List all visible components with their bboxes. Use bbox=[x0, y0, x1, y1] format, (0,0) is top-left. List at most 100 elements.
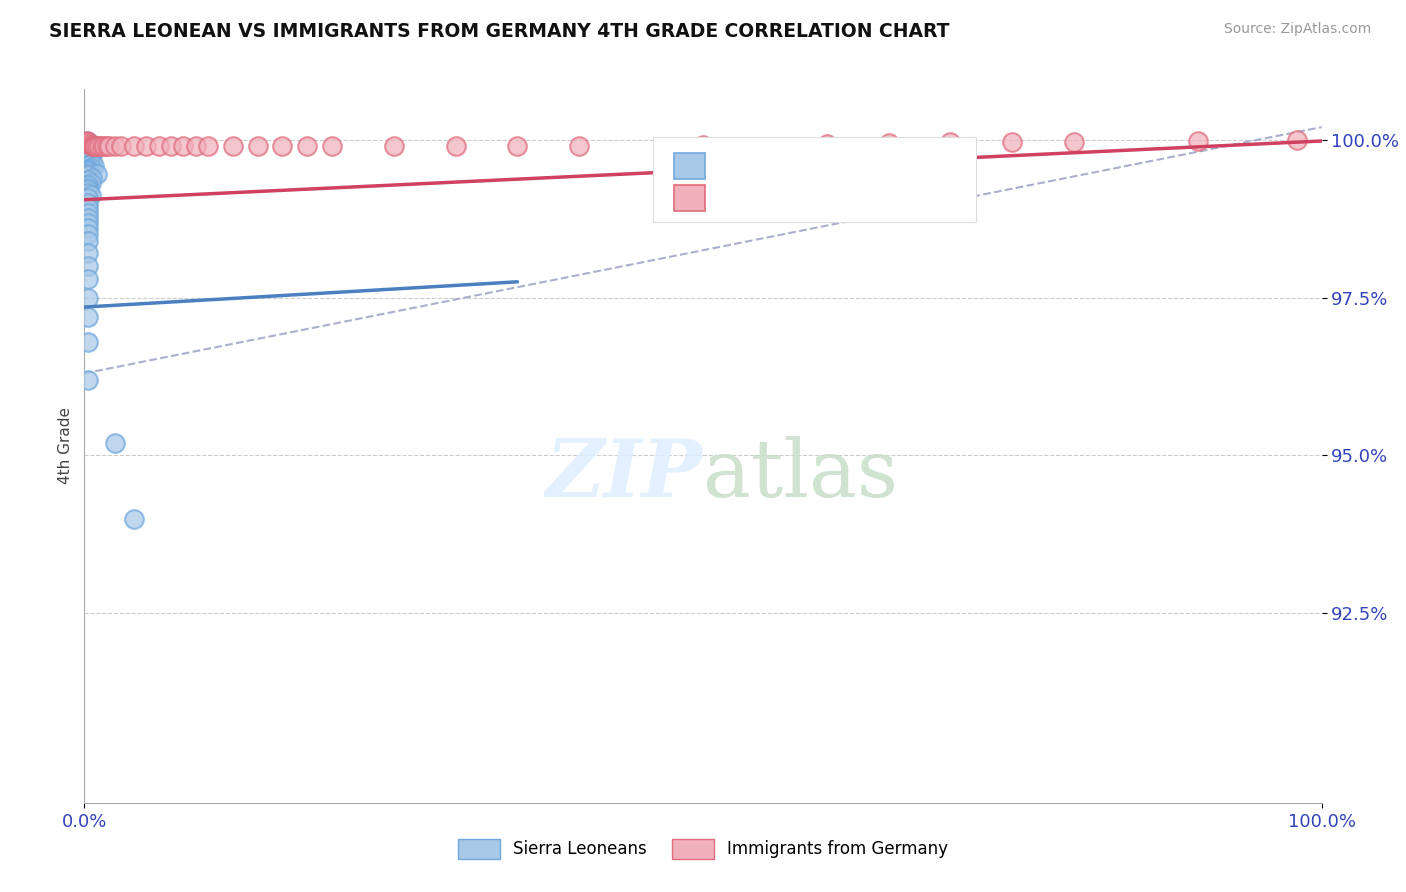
Point bbox=[79, 146, 101, 161]
Point bbox=[79, 144, 101, 158]
Point bbox=[77, 211, 100, 225]
Point bbox=[122, 511, 145, 525]
Point bbox=[77, 173, 100, 187]
Point bbox=[79, 158, 101, 172]
Point bbox=[382, 139, 405, 153]
Point bbox=[77, 153, 100, 167]
Point bbox=[172, 139, 194, 153]
Point bbox=[79, 154, 101, 169]
Point bbox=[79, 148, 101, 162]
Point bbox=[1285, 133, 1308, 147]
Point bbox=[98, 139, 121, 153]
Point bbox=[84, 139, 107, 153]
Point bbox=[1187, 134, 1209, 148]
Point bbox=[79, 145, 101, 160]
Point bbox=[79, 152, 101, 166]
Point bbox=[82, 145, 104, 160]
Point bbox=[77, 135, 100, 149]
Point bbox=[148, 139, 170, 153]
Point bbox=[80, 155, 103, 169]
Point bbox=[77, 291, 100, 305]
Text: atlas: atlas bbox=[703, 435, 898, 514]
Point bbox=[295, 139, 318, 153]
Text: R = 0.521   N = 41: R = 0.521 N = 41 bbox=[716, 185, 886, 202]
Point bbox=[77, 234, 100, 248]
Point bbox=[815, 136, 838, 151]
Point bbox=[77, 163, 100, 178]
Point bbox=[939, 135, 962, 149]
Point bbox=[82, 139, 104, 153]
Point bbox=[77, 195, 100, 210]
Text: SIERRA LEONEAN VS IMMIGRANTS FROM GERMANY 4TH GRADE CORRELATION CHART: SIERRA LEONEAN VS IMMIGRANTS FROM GERMAN… bbox=[49, 22, 949, 41]
Point bbox=[76, 134, 98, 148]
Point bbox=[77, 191, 100, 205]
Point bbox=[79, 142, 101, 156]
Point bbox=[77, 221, 100, 235]
Legend: Sierra Leoneans, Immigrants from Germany: Sierra Leoneans, Immigrants from Germany bbox=[451, 832, 955, 866]
Point bbox=[90, 139, 112, 153]
Point bbox=[77, 373, 100, 387]
Point bbox=[444, 139, 467, 153]
Point bbox=[80, 139, 103, 153]
Point bbox=[83, 159, 105, 173]
Point bbox=[79, 136, 101, 151]
Point bbox=[1063, 135, 1085, 149]
Point bbox=[160, 139, 183, 153]
Point bbox=[77, 259, 100, 273]
Point bbox=[86, 139, 108, 153]
Point bbox=[77, 310, 100, 324]
Point bbox=[271, 139, 294, 153]
Point bbox=[77, 201, 100, 215]
Point bbox=[77, 334, 100, 349]
Point bbox=[79, 140, 101, 154]
Point bbox=[79, 188, 101, 202]
Text: R = 0.051   N = 58: R = 0.051 N = 58 bbox=[716, 153, 886, 170]
Point bbox=[79, 136, 101, 151]
Point bbox=[79, 149, 101, 163]
Point bbox=[80, 170, 103, 185]
Point bbox=[568, 139, 591, 153]
Point bbox=[79, 139, 101, 153]
Point bbox=[135, 139, 157, 153]
Point bbox=[80, 140, 103, 154]
Point bbox=[877, 136, 900, 150]
Point bbox=[93, 139, 115, 153]
Point bbox=[77, 135, 100, 149]
Point bbox=[77, 137, 100, 152]
Point bbox=[77, 216, 100, 230]
Point bbox=[692, 137, 714, 152]
Point bbox=[79, 176, 101, 190]
Point bbox=[110, 139, 132, 153]
Point bbox=[79, 137, 101, 152]
Point bbox=[104, 435, 127, 450]
Text: ZIP: ZIP bbox=[546, 436, 703, 513]
Point bbox=[83, 139, 105, 153]
Point bbox=[79, 157, 101, 171]
Point bbox=[76, 134, 98, 148]
Point bbox=[79, 137, 101, 152]
Point bbox=[79, 161, 101, 175]
Point bbox=[321, 139, 343, 153]
Text: Source: ZipAtlas.com: Source: ZipAtlas.com bbox=[1223, 22, 1371, 37]
Point bbox=[197, 139, 219, 153]
Point bbox=[76, 135, 98, 149]
Point bbox=[246, 139, 269, 153]
Y-axis label: 4th Grade: 4th Grade bbox=[58, 408, 73, 484]
Point bbox=[104, 139, 127, 153]
Point bbox=[77, 164, 100, 178]
Point bbox=[77, 180, 100, 194]
Point bbox=[77, 246, 100, 260]
Point bbox=[184, 139, 207, 153]
Point bbox=[96, 139, 118, 153]
Point bbox=[77, 178, 100, 193]
Point bbox=[79, 150, 101, 164]
Point bbox=[506, 139, 529, 153]
Point bbox=[77, 227, 100, 242]
Point bbox=[77, 206, 100, 220]
Point bbox=[80, 145, 103, 160]
Point bbox=[77, 183, 100, 197]
Point bbox=[122, 139, 145, 153]
Point bbox=[89, 139, 111, 153]
Point bbox=[222, 139, 245, 153]
Point bbox=[1001, 135, 1024, 149]
